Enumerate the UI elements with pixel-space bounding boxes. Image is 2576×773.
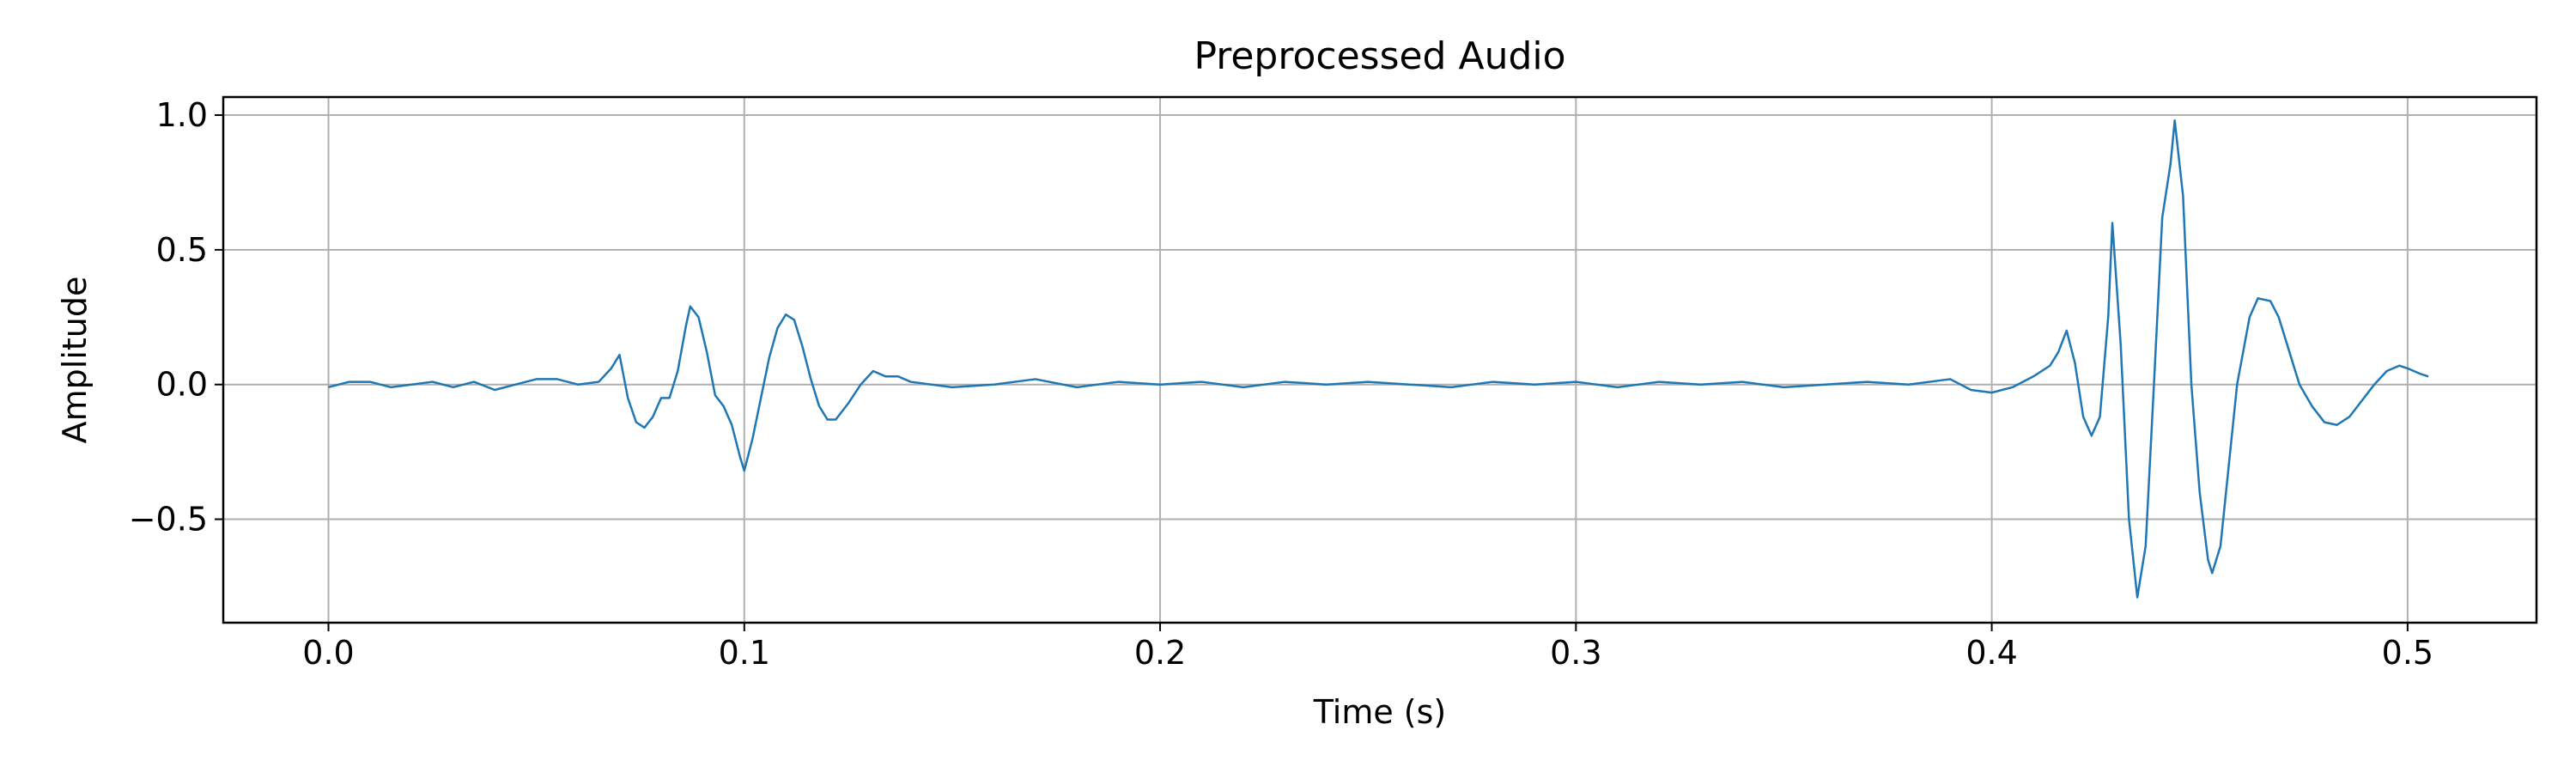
y-axis-label: Amplitude bbox=[56, 277, 94, 444]
x-tick-label: 0.5 bbox=[2382, 634, 2433, 672]
x-axis-label: Time (s) bbox=[1313, 693, 1447, 731]
chart-title: Preprocessed Audio bbox=[1194, 34, 1565, 78]
plot-frame bbox=[222, 95, 2538, 624]
x-tick-label: 0.4 bbox=[1965, 634, 2017, 672]
x-tick-label: 0.1 bbox=[719, 634, 770, 672]
x-tick-label: 0.2 bbox=[1134, 634, 1186, 672]
y-tick-label: −0.5 bbox=[129, 501, 208, 539]
x-tick-label: 0.3 bbox=[1550, 634, 1601, 672]
y-tick-label: 1.0 bbox=[156, 96, 208, 134]
y-tick-label: 0.0 bbox=[156, 366, 208, 404]
waveform-line bbox=[328, 119, 2429, 599]
x-tick-label: 0.0 bbox=[302, 634, 354, 672]
y-tick-label: 0.5 bbox=[156, 231, 208, 269]
